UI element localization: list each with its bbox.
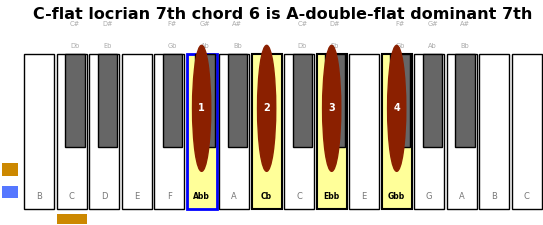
- Text: Eb: Eb: [331, 43, 339, 50]
- Bar: [455, 54, 475, 147]
- Text: C: C: [68, 192, 74, 201]
- Bar: [162, 54, 182, 147]
- Text: Ab: Ab: [428, 43, 437, 50]
- Text: C#: C#: [298, 21, 307, 27]
- Bar: [284, 54, 314, 209]
- Text: 3: 3: [329, 103, 335, 113]
- Text: A#: A#: [460, 21, 470, 27]
- Text: C#: C#: [70, 21, 80, 27]
- Bar: [56, 214, 86, 224]
- Text: Ab: Ab: [200, 43, 209, 50]
- Bar: [293, 54, 312, 147]
- Bar: [122, 54, 151, 209]
- Bar: [317, 54, 346, 209]
- Text: D: D: [101, 192, 108, 201]
- Bar: [228, 54, 247, 147]
- Text: Abb: Abb: [193, 192, 210, 201]
- Bar: [154, 54, 184, 209]
- Text: Bb: Bb: [233, 43, 242, 50]
- Text: Gbb: Gbb: [388, 192, 405, 201]
- Text: Gb: Gb: [395, 43, 405, 50]
- Text: 4: 4: [393, 103, 400, 113]
- Circle shape: [193, 45, 211, 171]
- Bar: [24, 54, 54, 209]
- Text: 1: 1: [198, 103, 205, 113]
- Text: E: E: [134, 192, 139, 201]
- Text: A: A: [459, 192, 465, 201]
- Text: G#: G#: [200, 21, 210, 27]
- Bar: [195, 54, 214, 147]
- Bar: [479, 54, 509, 209]
- Text: C: C: [524, 192, 529, 201]
- Text: Ebb: Ebb: [324, 192, 340, 201]
- Bar: [219, 54, 249, 209]
- Text: A: A: [231, 192, 237, 201]
- Bar: [382, 54, 412, 209]
- Text: F#: F#: [168, 21, 177, 27]
- Text: B: B: [36, 192, 42, 201]
- Bar: [65, 54, 85, 147]
- Bar: [390, 54, 410, 147]
- Text: D#: D#: [102, 21, 112, 27]
- Text: A#: A#: [232, 21, 242, 27]
- Bar: [89, 54, 119, 209]
- Text: basicmusictheory.com: basicmusictheory.com: [9, 85, 14, 140]
- Bar: [325, 54, 345, 147]
- Text: C-flat locrian 7th chord 6 is A-double-flat dominant 7th: C-flat locrian 7th chord 6 is A-double-f…: [33, 7, 533, 22]
- Text: Cb: Cb: [261, 192, 272, 201]
- Bar: [349, 54, 379, 209]
- Text: B: B: [491, 192, 497, 201]
- Bar: [98, 54, 117, 147]
- Bar: [447, 54, 477, 209]
- Circle shape: [388, 45, 406, 171]
- Text: C: C: [296, 192, 302, 201]
- Text: F: F: [167, 192, 172, 201]
- Text: E: E: [362, 192, 367, 201]
- Circle shape: [257, 45, 276, 171]
- Text: Db: Db: [70, 43, 79, 50]
- Bar: [187, 54, 217, 209]
- Circle shape: [323, 45, 341, 171]
- Bar: [512, 54, 542, 209]
- Text: G: G: [426, 192, 432, 201]
- Bar: [56, 54, 86, 209]
- Bar: [252, 54, 282, 209]
- Text: Gb: Gb: [168, 43, 177, 50]
- Text: 2: 2: [263, 103, 270, 113]
- Text: Db: Db: [298, 43, 307, 50]
- Bar: [422, 54, 442, 147]
- Text: G#: G#: [427, 21, 438, 27]
- Text: Eb: Eb: [103, 43, 111, 50]
- Text: D#: D#: [330, 21, 340, 27]
- Text: Bb: Bb: [460, 43, 469, 50]
- Text: F#: F#: [395, 21, 405, 27]
- Bar: [414, 54, 444, 209]
